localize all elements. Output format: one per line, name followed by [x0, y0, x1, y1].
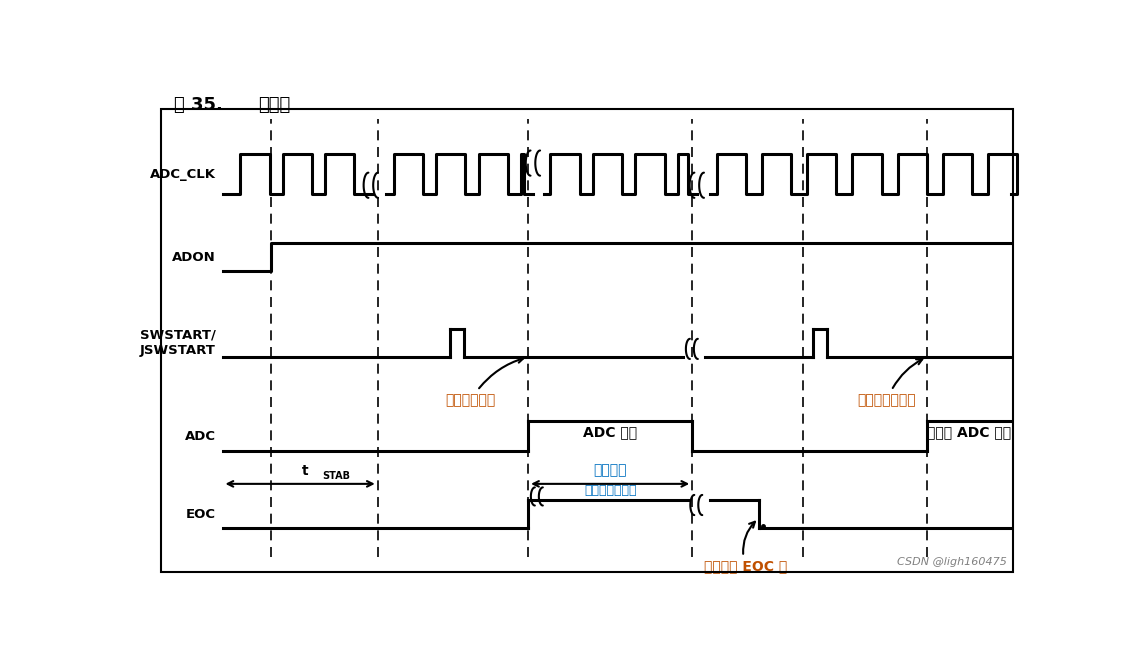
Text: 转换时间: 转换时间 — [593, 463, 626, 477]
Text: EOC: EOC — [185, 508, 216, 521]
Text: ADC_CLK: ADC_CLK — [150, 167, 216, 181]
Text: ADC 转换: ADC 转换 — [583, 425, 637, 439]
Text: STAB: STAB — [322, 471, 350, 481]
Text: SWSTART/
JSWSTART: SWSTART/ JSWSTART — [139, 329, 216, 357]
Text: （总转换时间）: （总转换时间） — [584, 484, 637, 497]
Text: t: t — [303, 464, 309, 478]
Text: 启动下一个转换: 启动下一个转换 — [857, 359, 922, 407]
Text: 启动首个转换: 启动首个转换 — [446, 357, 523, 407]
Text: 图 35.: 图 35. — [174, 96, 223, 114]
Text: 软件清零 EOC 位: 软件清零 EOC 位 — [704, 522, 786, 574]
Text: CSDN @ligh160475: CSDN @ligh160475 — [896, 557, 1007, 567]
Text: ADC: ADC — [184, 430, 216, 443]
Text: ADON: ADON — [171, 250, 216, 264]
Text: 时序图: 时序图 — [258, 96, 290, 114]
Text: 下一个 ADC 转换: 下一个 ADC 转换 — [927, 425, 1010, 439]
